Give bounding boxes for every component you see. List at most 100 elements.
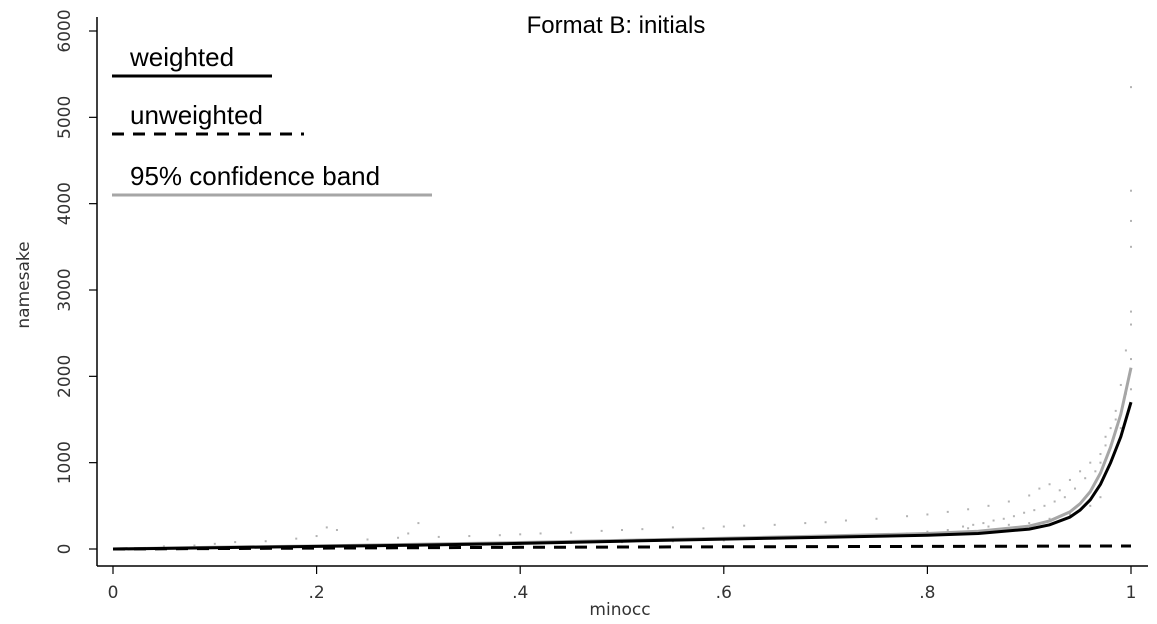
scatter-point (1119, 383, 1122, 386)
scatter-point (1074, 487, 1077, 490)
scatter-point (1104, 435, 1107, 438)
legend-label-confidence-band: 95% confidence band (130, 161, 380, 191)
scatter-point (946, 529, 949, 532)
scatter-point (1023, 511, 1026, 514)
scatter-point (926, 513, 929, 516)
scatter-point (773, 523, 776, 526)
scatter-point (1109, 427, 1112, 430)
scatter-point (722, 525, 725, 528)
series-line-weighted (112, 401, 1133, 551)
scatter-point (1104, 444, 1107, 447)
scatter-point (1028, 522, 1031, 525)
scatter-point (1119, 427, 1122, 430)
scatter-point (162, 545, 165, 548)
scatter-point (987, 504, 990, 507)
scatter-point (1130, 189, 1132, 192)
scatter-point (397, 536, 400, 539)
scatter-point (193, 544, 196, 547)
y-tick-label: 3000 (55, 268, 75, 311)
legend-label-weighted: weighted (129, 42, 234, 72)
scatter-point (600, 529, 603, 532)
scatter-point (962, 525, 965, 528)
scatter-point (982, 522, 985, 525)
scatter-point (1130, 219, 1132, 222)
x-axis-title: minocc (589, 600, 650, 620)
x-tick-label: .2 (308, 583, 324, 603)
scatter-point (213, 542, 216, 545)
scatter-point (295, 537, 298, 540)
scatter-point (1089, 461, 1092, 464)
scatter-point (1012, 515, 1015, 518)
scatter-point (1124, 349, 1127, 352)
scatter-point (1007, 500, 1010, 503)
scatter-point (1028, 494, 1031, 497)
scatter-point (498, 534, 501, 537)
scatter-point (468, 535, 471, 538)
scatter-point (967, 508, 970, 511)
scatter-point (1048, 483, 1051, 486)
scatter-point (1058, 489, 1061, 492)
series-line-95-confidence-band (112, 367, 1133, 551)
scatter-point (972, 523, 975, 526)
scatter-point (1130, 358, 1132, 361)
scatter-point (992, 519, 995, 522)
scatter-point (1114, 409, 1117, 412)
scatter-point (844, 519, 847, 522)
scatter-point (926, 530, 929, 533)
scatter-point (1114, 418, 1117, 421)
scatter-point (539, 532, 542, 535)
scatter-point (437, 535, 440, 538)
x-tick-label: .8 (919, 583, 935, 603)
scatter-point (1079, 470, 1082, 473)
x-axis-ticks: 0 .2 .4 .6 .8 1 (108, 566, 1137, 603)
scatter-point (1099, 496, 1102, 499)
legend: weighted unweighted 95% confidence band (112, 42, 432, 197)
scatter-point (234, 541, 237, 544)
scatter-point (1063, 496, 1066, 499)
scatter-point (1068, 478, 1071, 481)
y-tick-label: 5000 (55, 96, 75, 139)
scatter-point (946, 510, 949, 513)
scatter-point (875, 517, 878, 520)
scatter-point (1130, 310, 1132, 313)
scatter-point (335, 529, 338, 532)
y-axis-ticks: 0 1000 2000 3000 4000 5000 6000 (55, 9, 97, 554)
legend-item-confidence-band: 95% confidence band (112, 161, 432, 197)
scatter-point (417, 522, 420, 525)
y-tick-label: 1000 (55, 441, 75, 484)
scatter-point (570, 531, 573, 534)
scatter-point (1048, 517, 1051, 520)
legend-item-weighted: weighted (112, 42, 272, 78)
scatter-point (1033, 509, 1036, 512)
scatter-point (641, 528, 644, 531)
scatter-point (1084, 477, 1087, 480)
scatter-point (1053, 500, 1056, 503)
legend-item-unweighted: unweighted (112, 100, 304, 136)
scatter-point (1130, 323, 1132, 326)
scatter-point (325, 526, 328, 529)
y-tick-label: 4000 (55, 182, 75, 225)
y-tick-label: 0 (55, 544, 75, 555)
scatter-point (1130, 245, 1132, 248)
scatter-point (1068, 513, 1071, 516)
x-tick-label: 1 (1126, 583, 1137, 603)
scatter-point (264, 540, 267, 543)
y-axis-title: namesake (14, 241, 34, 328)
x-tick-label: .6 (716, 583, 732, 603)
scatter-point (1043, 504, 1046, 507)
scatter-point (804, 522, 807, 525)
fitted-lines (112, 367, 1133, 551)
scatter-point (519, 533, 522, 536)
scatter-point (1130, 86, 1132, 89)
scatter-point (1089, 504, 1092, 507)
x-tick-label: 0 (108, 583, 119, 603)
scatter-point (967, 527, 970, 530)
chart-title: Format B: initials (527, 12, 706, 39)
scatter-point (743, 524, 746, 527)
scatter-point (824, 521, 827, 524)
scatter-point (1099, 453, 1102, 456)
scatter-point (1002, 517, 1005, 520)
scatter-point (987, 525, 990, 528)
x-tick-label: .4 (512, 583, 528, 603)
